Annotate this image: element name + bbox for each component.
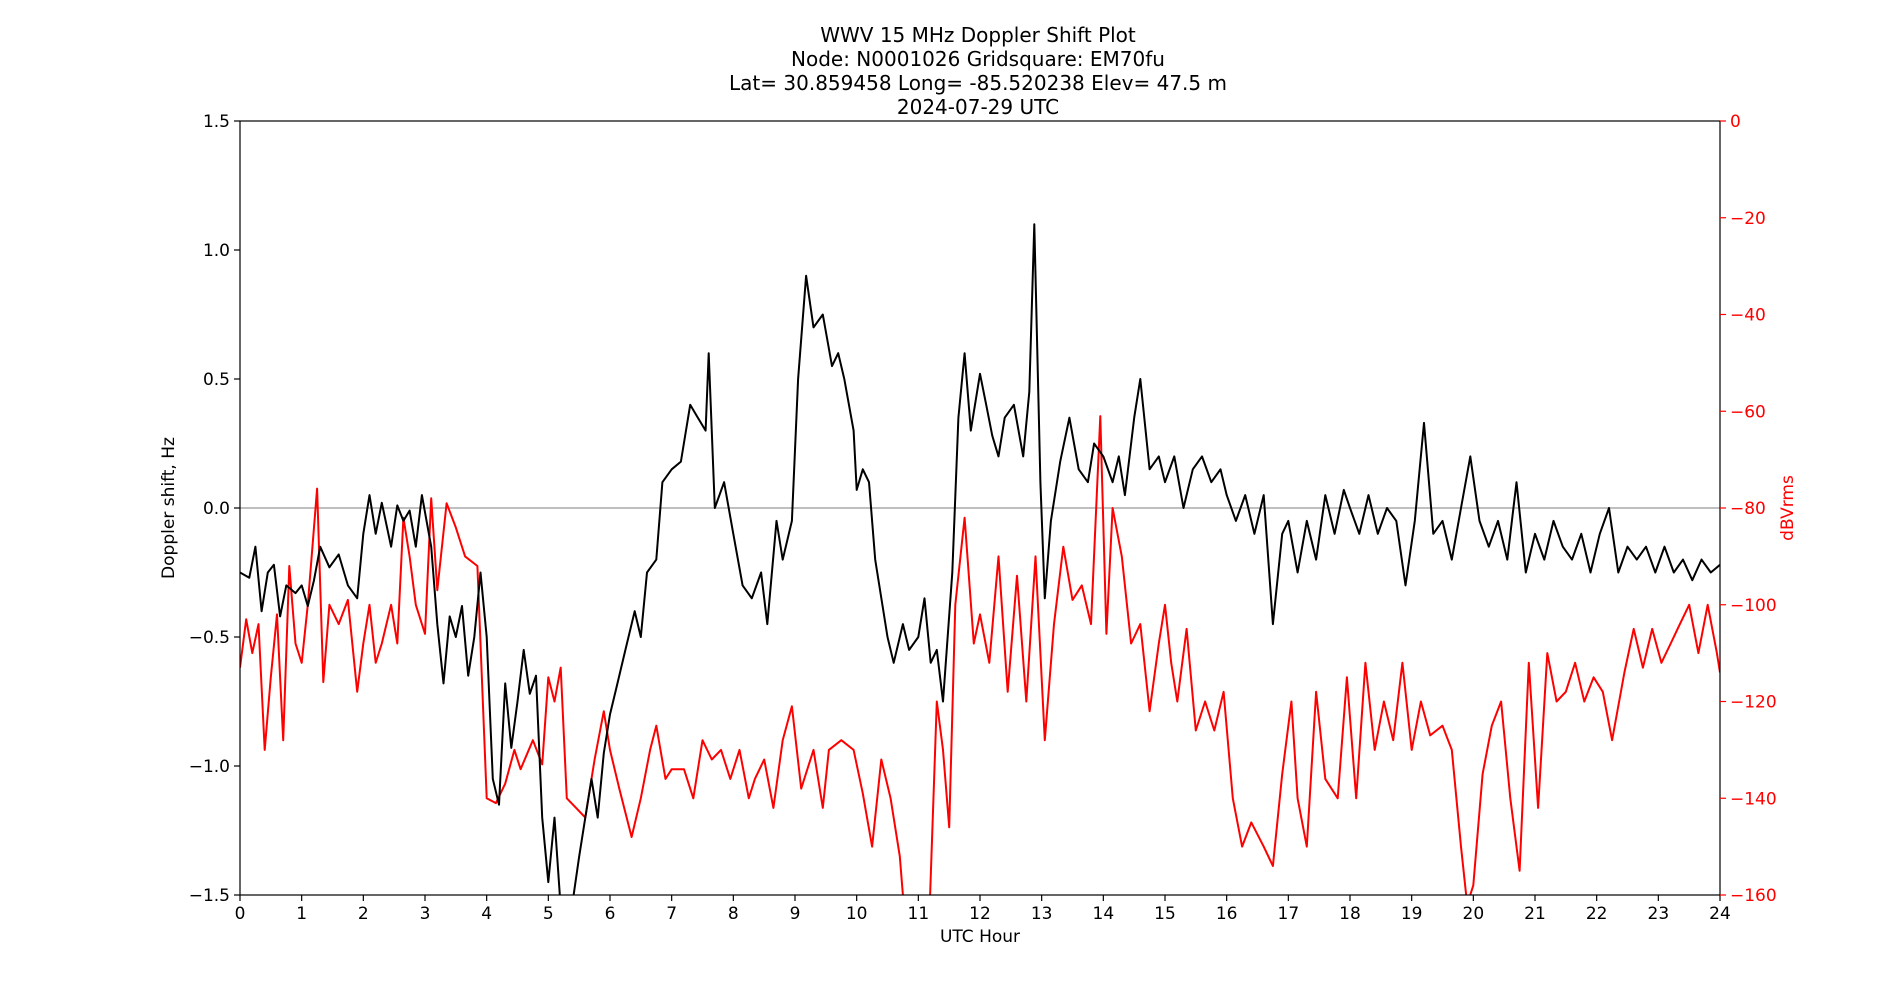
chart-title: WWV 15 MHz Doppler Shift Plot Node: N000… [729,23,1227,119]
x-tick-label: 14 [1093,904,1115,924]
title-line-4: 2024-07-29 UTC [897,95,1059,119]
x-tick-label: 10 [846,904,868,924]
x-tick-label: 24 [1709,904,1731,924]
y-tick-label: 0.0 [203,499,230,519]
x-tick-label: 12 [969,904,991,924]
x-tick-label: 8 [728,904,739,924]
title-line-1: WWV 15 MHz Doppler Shift Plot [820,23,1136,47]
y-tick-label: 1.5 [203,112,230,132]
x-tick-label: 4 [481,904,492,924]
x-tick-label: 6 [605,904,616,924]
y-axis-right: 0 −20 −40 −60 −80 −100 −120 −140 −160 [1720,112,1777,906]
y-tick-label: 0.5 [203,370,230,390]
x-tick-label: 18 [1339,904,1361,924]
series-line-dbvrms [240,415,1720,895]
x-tick-label: 19 [1401,904,1423,924]
y-right-tick-label: −60 [1730,402,1766,422]
x-tick-label: 15 [1154,904,1176,924]
series-line-doppler-shift [240,223,1720,895]
x-tick-label: 3 [420,904,431,924]
x-tick-label: 23 [1648,904,1670,924]
y-tick-label: −1.5 [189,886,230,906]
x-tick-label: 21 [1524,904,1546,924]
y-right-tick-label: −120 [1730,693,1777,713]
y-axis-left: 1.5 1.0 0.5 0.0 −0.5 −1.0 −1.5 [189,112,240,906]
x-tick-label: 5 [543,904,554,924]
x-tick-label: 16 [1216,904,1238,924]
y-right-tick-label: −160 [1730,886,1777,906]
x-tick-label: 13 [1031,904,1053,924]
title-line-3: Lat= 30.859458 Long= -85.520238 Elev= 47… [729,71,1227,95]
y-right-tick-label: 0 [1730,112,1741,132]
x-axis: 0 1 2 3 4 5 6 7 8 9 10 11 12 13 14 15 16 17 18 19 20 21 22 23 24 [235,895,1731,924]
x-tick-label: 17 [1278,904,1300,924]
x-tick-label: 11 [908,904,930,924]
x-tick-label: 0 [235,904,246,924]
y-right-tick-label: −40 [1730,306,1766,326]
x-tick-label: 2 [358,904,369,924]
title-line-2: Node: N0001026 Gridsquare: EM70fu [791,47,1165,71]
x-axis-label: UTC Hour [940,927,1020,947]
y-axis-label-right: dBVrms [1778,475,1798,541]
y-right-tick-label: −80 [1730,499,1766,519]
x-tick-label: 7 [666,904,677,924]
y-tick-label: 1.0 [203,241,230,261]
y-tick-label: −1.0 [189,757,230,777]
y-axis-label: Doppler shift, Hz [159,437,179,579]
y-right-tick-label: −20 [1730,209,1766,229]
x-tick-label: 20 [1463,904,1485,924]
x-tick-label: 22 [1586,904,1608,924]
x-tick-label: 1 [296,904,307,924]
y-right-tick-label: −140 [1730,789,1777,809]
x-tick-label: 9 [790,904,801,924]
y-tick-label: −0.5 [189,628,230,648]
y-right-tick-label: −100 [1730,596,1777,616]
